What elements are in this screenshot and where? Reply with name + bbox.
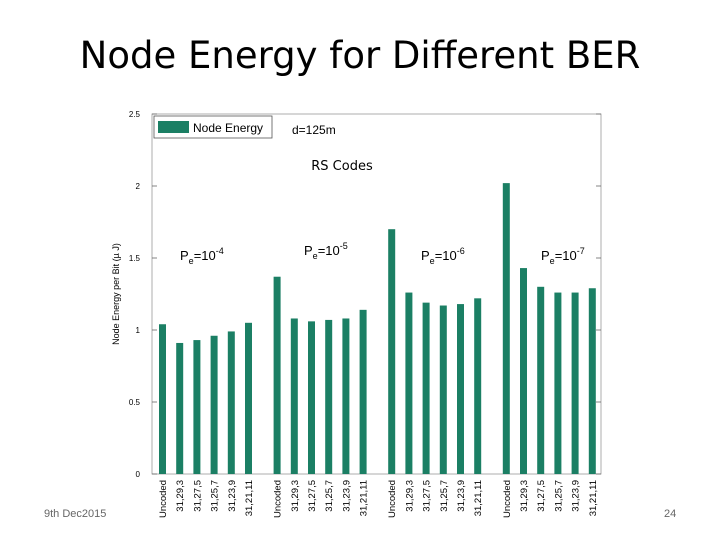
y-tick-label: 0.5 — [129, 398, 141, 407]
x-tick-label: Uncoded — [387, 480, 398, 518]
code-type-annotation: RS Codes — [311, 159, 373, 174]
x-tick-label: Uncoded — [502, 480, 513, 518]
x-tick-label: 31,23,9 — [456, 480, 467, 512]
x-tick-label: Uncoded — [158, 480, 169, 518]
x-tick-label: 31,23,9 — [341, 480, 352, 512]
y-axis-label: Node Energy per Bit (µ J) — [111, 243, 121, 345]
bar — [210, 335, 218, 474]
x-tick-label: 31,29,3 — [519, 480, 530, 512]
x-tick-label: 31,21,11 — [588, 480, 599, 516]
page-number: 24 — [664, 508, 677, 520]
distance-annotation: d=125m — [292, 123, 336, 137]
bar — [359, 309, 367, 474]
y-tick-label: 1 — [136, 326, 141, 335]
y-tick-label: 2.5 — [129, 110, 141, 119]
y-axis: 0 0.5 1 1.5 2 2.5 — [129, 110, 601, 479]
x-tick-label: 31,25,7 — [439, 480, 450, 512]
bar — [588, 288, 596, 474]
x-tick-label: 31,25,7 — [324, 480, 335, 512]
x-tick-label: 31,23,9 — [571, 480, 582, 512]
bar — [290, 318, 298, 474]
bar — [537, 286, 545, 474]
bar — [176, 342, 184, 474]
x-tick-label: 31,21,11 — [359, 480, 370, 516]
x-tick-label: 31,23,9 — [227, 480, 238, 512]
plot-frame — [151, 113, 602, 475]
bar — [457, 304, 464, 474]
bar — [502, 183, 510, 474]
bar — [554, 292, 562, 474]
bar — [325, 319, 333, 474]
footer-date: 9th Dec2015 — [44, 508, 107, 520]
x-tick-label: 31,29,3 — [290, 480, 301, 512]
ber-annotations: Pe=10-4 Pe=10-5 Pe=10-6 Pe=10-7 — [180, 241, 585, 266]
bar — [422, 302, 430, 474]
x-tick-label: 31,27,5 — [536, 480, 547, 512]
bar — [273, 276, 281, 474]
x-tick-label: 31,21,11 — [244, 480, 255, 516]
bar — [520, 268, 527, 474]
x-tick-label: Uncoded — [273, 480, 284, 518]
x-tick-label: 31,25,7 — [210, 480, 221, 512]
y-tick-label: 2 — [136, 182, 141, 191]
bar — [308, 321, 315, 474]
bar — [227, 331, 235, 474]
ber-label: Pe=10-6 — [421, 246, 465, 266]
legend: Node Energy — [153, 115, 273, 139]
bar — [439, 305, 447, 474]
x-tick-label: 31,29,3 — [175, 480, 186, 512]
bar — [571, 292, 579, 474]
legend-swatch — [158, 121, 189, 133]
bar — [405, 292, 413, 474]
bar — [245, 322, 252, 474]
bars — [159, 183, 596, 474]
legend-label: Node Energy — [193, 121, 263, 135]
slide-title: Node Energy for Different BER — [79, 34, 641, 77]
ber-label: Pe=10-4 — [180, 246, 224, 266]
ber-label: Pe=10-5 — [304, 241, 348, 261]
x-tick-labels: Uncoded 31,29,3 31,27,5 31,25,7 31,23,9 31,21… — [158, 480, 599, 518]
bar — [193, 340, 201, 474]
x-tick-label: 31,21,11 — [473, 480, 484, 516]
x-tick-label: 31,27,5 — [192, 480, 203, 512]
bar — [474, 298, 482, 474]
bar — [388, 229, 396, 474]
ber-label: Pe=10-7 — [541, 246, 585, 266]
x-tick-label: 31,25,7 — [553, 480, 564, 512]
x-tick-label: 31,29,3 — [404, 480, 415, 512]
bar — [159, 324, 166, 474]
y-tick-label: 1.5 — [129, 254, 141, 263]
x-tick-label: 31,27,5 — [307, 480, 318, 512]
bar — [342, 318, 350, 474]
y-tick-label: 0 — [136, 470, 141, 479]
x-tick-label: 31,27,5 — [422, 480, 433, 512]
